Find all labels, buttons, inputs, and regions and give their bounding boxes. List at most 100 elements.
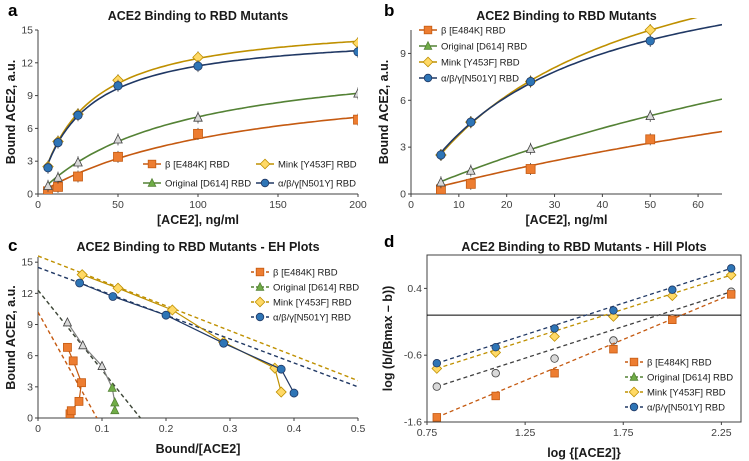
plot-area	[42, 37, 358, 194]
chart-title: ACE2 Binding to RBD Mutants - EH Plots	[76, 240, 319, 254]
data-point	[525, 164, 536, 174]
data-point	[193, 128, 203, 139]
fit-line	[436, 267, 732, 364]
legend-item: β [E484K] RBD	[251, 268, 338, 279]
x-tick-label: 0	[408, 199, 414, 211]
data-point	[53, 138, 63, 148]
x-tick-label: 0	[35, 423, 41, 435]
legend-label: Mink [Y453F] RBD	[647, 388, 726, 399]
x-tick-label: 50	[112, 199, 124, 211]
data-point	[113, 81, 123, 91]
data-point	[549, 331, 560, 342]
data-point	[609, 336, 618, 345]
y-tick-label: 9	[27, 90, 33, 102]
data-point	[53, 181, 63, 192]
legend-label: β [E484K] RBD	[441, 26, 506, 37]
plot-area	[427, 264, 741, 422]
data-point	[490, 347, 502, 358]
data-point	[352, 37, 358, 49]
x-tick-label: 20	[501, 199, 513, 211]
x-tick-label: 0.75	[417, 427, 438, 439]
x-tick-label: 50	[644, 199, 656, 211]
legend-item: Mink [Y453F] RBD	[256, 158, 357, 171]
legend-marker	[147, 177, 157, 187]
y-tick-label: 6	[400, 95, 406, 107]
legend-marker	[629, 357, 639, 367]
data-point	[725, 269, 737, 281]
x-tick-label: 30	[549, 199, 561, 211]
legend-item: Mink [Y453F] RBD	[251, 296, 352, 309]
fit-curve	[440, 23, 722, 154]
y-tick-label: 6	[27, 123, 33, 135]
y-tick-label: -0.6	[404, 350, 422, 362]
legend: β [E484K] RBD Original [D614] RBD Mink [Y4…	[143, 158, 357, 190]
data-point	[432, 413, 442, 422]
data-point	[550, 324, 559, 333]
y-tick-label: 9	[400, 48, 406, 60]
legend: β [E484K] RBD Original [D614] RBD Mink [Y4…	[419, 26, 527, 85]
y-tick-label: 0	[27, 413, 33, 425]
data-point	[73, 110, 83, 120]
plot-area	[38, 255, 358, 418]
data-point	[275, 386, 287, 398]
y-tick-label: 0	[27, 189, 33, 201]
legend-marker	[629, 402, 639, 412]
fit-line	[38, 289, 141, 418]
fit-curve	[440, 98, 722, 183]
legend-label: Original [D614] RBD	[165, 179, 251, 190]
legend-item: Mink [Y453F] RBD	[625, 386, 726, 399]
data-point	[668, 315, 677, 324]
legend-label: β [E484K] RBD	[647, 358, 712, 369]
y-tick-label: 12	[21, 57, 33, 69]
legend-item: β [E484K] RBD	[143, 160, 230, 171]
x-tick-label: 40	[597, 199, 609, 211]
panel-c: c ACE2 Binding to RBD Mutants - EH Plots B…	[4, 236, 365, 456]
y-tick-label: 12	[21, 288, 33, 300]
fit-line	[38, 255, 358, 382]
panel-a: a ACE2 Binding to RBD Mutants [ACE2], ng/m…	[4, 1, 367, 227]
data-point	[53, 172, 63, 182]
y-tick-label: 3	[27, 381, 33, 393]
data-point	[73, 171, 83, 182]
x-tick-label: 2.25	[711, 427, 732, 439]
data-point	[43, 180, 53, 190]
y-axis-label: Bound ACE2, a.u.	[377, 60, 391, 164]
legend-item: β [E484K] RBD	[419, 26, 506, 37]
chart-title: ACE2 Binding to RBD Mutants - Hill Plots	[461, 240, 706, 254]
data-point	[113, 151, 123, 162]
data-point	[432, 382, 442, 391]
data-point	[276, 364, 286, 374]
legend-marker	[255, 312, 265, 322]
data-point	[432, 359, 442, 368]
x-tick-label: 200	[349, 199, 367, 211]
data-point	[608, 311, 619, 322]
legend-item: α/β/γ[N501Y] RBD	[256, 179, 356, 190]
legend-marker	[423, 25, 433, 35]
x-tick-label: 0	[35, 199, 41, 211]
y-tick-label: 0.4	[407, 283, 422, 295]
legend-label: Mink [Y453F] RBD	[441, 58, 520, 69]
data-point	[66, 406, 76, 416]
legend-marker	[628, 386, 640, 398]
x-tick-label: 0.1	[95, 423, 110, 435]
plot-frame	[426, 254, 742, 423]
data-point	[108, 292, 118, 301]
x-axis-label: [ACE2], ng/ml	[157, 213, 239, 227]
data-point	[166, 304, 178, 316]
data-point	[491, 342, 500, 352]
legend-marker	[260, 178, 270, 188]
data-point	[77, 378, 86, 388]
legend-label: Mink [Y453F] RBD	[273, 298, 352, 309]
legend: β [E484K] RBD Original [D614] RBD Mink [Y4…	[251, 268, 359, 324]
data-point	[161, 310, 171, 320]
data-point	[466, 117, 476, 127]
legend-item: α/β/γ[N501Y] RBD	[251, 313, 351, 324]
data-point	[193, 111, 203, 122]
legend-label: α/β/γ[N501Y] RBD	[278, 179, 356, 190]
data-point	[609, 306, 618, 315]
legend-item: Mink [Y453F] RBD	[419, 56, 520, 69]
data-point	[107, 382, 117, 392]
data-point	[491, 369, 500, 378]
fit-curve	[440, 130, 722, 188]
data-point	[73, 156, 83, 167]
